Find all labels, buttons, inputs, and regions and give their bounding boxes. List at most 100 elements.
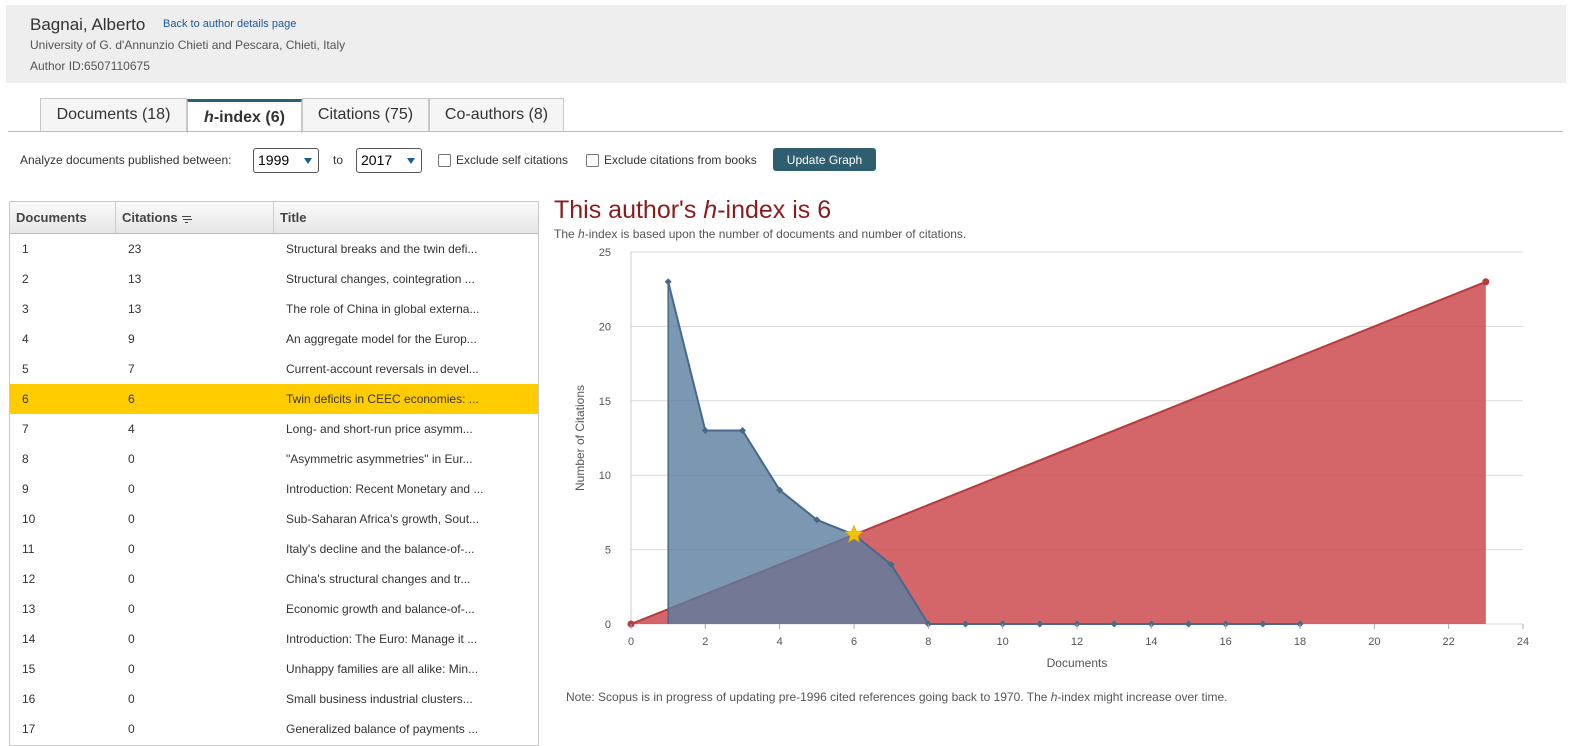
table-row[interactable]: 14 0 Introduction: The Euro: Manage it ... <box>10 624 538 654</box>
table-header: Documents Citations Title <box>10 202 538 234</box>
row-title-link[interactable]: China's structural changes and tr... <box>286 572 471 586</box>
tab-co-authors[interactable]: Co-authors (8) <box>429 98 564 131</box>
y-axis-title: Number of Citations <box>573 385 587 491</box>
table-row[interactable]: 17 0 Generalized balance of payments ... <box>10 714 538 744</box>
row-title-link[interactable]: Generalized balance of payments ... <box>286 722 479 736</box>
sort-icon <box>181 215 191 223</box>
author-affiliation: University of G. d'Annunzio Chieti and P… <box>30 38 346 52</box>
row-title-link[interactable]: Current-account reversals in devel... <box>286 362 479 376</box>
row-doc-number: 11 <box>22 542 35 556</box>
y-tick-label: 15 <box>599 396 611 408</box>
table-row[interactable]: 10 0 Sub-Saharan Africa's growth, Sout... <box>10 504 538 534</box>
table-row[interactable]: 16 0 Small business industrial clusters... <box>10 684 538 714</box>
row-doc-number: 15 <box>22 662 36 676</box>
row-citations: 0 <box>128 662 135 676</box>
note-post: -index might increase over time. <box>1057 690 1228 704</box>
chart-areas <box>630 280 1487 625</box>
col-documents[interactable]: Documents <box>10 202 116 233</box>
table-row[interactable]: 8 0 "Asymmetric asymmetries" in Eur... <box>10 444 538 474</box>
table-row[interactable]: 11 0 Italy's decline and the balance-of-..… <box>10 534 538 564</box>
row-doc-number: 1 <box>22 242 29 256</box>
y-tick-label: 5 <box>605 545 611 557</box>
row-title-link[interactable]: Introduction: Recent Monetary and ... <box>286 482 484 496</box>
row-title-link[interactable]: Italy's decline and the balance-of-... <box>286 542 475 556</box>
table-row[interactable]: 1 23 Structural breaks and the twin defi..… <box>10 234 538 264</box>
row-title-link[interactable]: Unhappy families are all alike: Min... <box>286 662 479 676</box>
citation-point <box>1036 620 1044 628</box>
author-name: Bagnai, Alberto <box>30 15 146 34</box>
row-citations: 9 <box>128 332 135 346</box>
row-citations: 0 <box>128 482 135 496</box>
to-year-select[interactable]: 2017 <box>356 148 422 173</box>
col-title[interactable]: Title <box>274 202 538 233</box>
row-title-link[interactable]: Long- and short-run price asymm... <box>286 422 473 436</box>
chart-marks <box>627 278 1490 628</box>
col-citations-label: Citations <box>122 210 178 225</box>
h-index-star-icon <box>844 524 864 543</box>
table-row[interactable]: 6 6 Twin deficits in CEEC economies: ... <box>10 384 538 414</box>
table-row[interactable]: 3 13 The role of China in global externa..… <box>10 294 538 324</box>
x-tick-label: 18 <box>1294 636 1306 648</box>
y-tick-label: 10 <box>599 470 611 482</box>
row-title-link[interactable]: An aggregate model for the Europ... <box>286 332 477 346</box>
table-row[interactable]: 12 0 China's structural changes and tr... <box>10 564 538 594</box>
row-doc-number: 5 <box>22 362 29 376</box>
exclude-books-checkbox[interactable] <box>586 154 599 167</box>
exclude-self-checkbox[interactable] <box>438 154 451 167</box>
row-title-link[interactable]: Introduction: The Euro: Manage it ... <box>286 632 478 646</box>
h-title-italic: h <box>703 196 718 224</box>
row-doc-number: 6 <box>22 392 29 406</box>
row-title-link[interactable]: "Asymmetric asymmetries" in Eur... <box>286 452 473 466</box>
row-citations: 0 <box>128 512 135 526</box>
row-doc-number: 2 <box>22 272 29 286</box>
citation-point <box>813 516 821 524</box>
row-citations: 4 <box>128 422 135 436</box>
x-tick-label: 14 <box>1145 636 1157 648</box>
tab-h-index[interactable]: h -index (6) <box>187 99 302 133</box>
row-doc-number: 14 <box>22 632 36 646</box>
author-id: Author ID:6507110675 <box>30 59 150 73</box>
citation-point <box>887 560 895 568</box>
row-citations: 6 <box>128 392 135 406</box>
row-citations: 13 <box>128 272 142 286</box>
row-title-link[interactable]: Structural changes, cointegration ... <box>286 272 475 286</box>
row-doc-number: 10 <box>22 512 36 526</box>
citation-point <box>776 486 784 494</box>
table-row[interactable]: 13 0 Economic growth and balance-of-... <box>10 594 538 624</box>
analyze-label: Analyze documents published between: <box>20 153 232 167</box>
to-label: to <box>333 153 344 167</box>
row-title-link[interactable]: Small business industrial clusters... <box>286 692 473 706</box>
from-year-select[interactable]: 1999 <box>253 148 319 173</box>
row-citations: 13 <box>128 302 142 316</box>
table-row[interactable]: 7 4 Long- and short-run price asymm... <box>10 414 538 444</box>
table-row[interactable]: 4 9 An aggregate model for the Europ... <box>10 324 538 354</box>
table-row[interactable]: 15 0 Unhappy families are all alike: Min..… <box>10 654 538 684</box>
tab-documents-label: Documents (18) <box>56 106 171 123</box>
from-year-value: 1999 <box>258 152 290 168</box>
row-title-link[interactable]: Sub-Saharan Africa's growth, Sout... <box>286 512 480 526</box>
author-header: Bagnai, Alberto Back to author details p… <box>6 5 1566 83</box>
col-documents-label: Documents <box>16 210 87 225</box>
tab-documents[interactable]: Documents (18) <box>40 98 187 131</box>
row-title-link[interactable]: The role of China in global externa... <box>286 302 480 316</box>
tab-citations[interactable]: Citations (75) <box>302 98 429 131</box>
table-row[interactable]: 9 0 Introduction: Recent Monetary and ... <box>10 474 538 504</box>
h-sub-pre: The <box>554 227 579 241</box>
row-title-link[interactable]: Structural breaks and the twin defi... <box>286 242 478 256</box>
x-tick-label: 12 <box>1071 636 1083 648</box>
tab-co-authors-label: Co-authors (8) <box>444 106 549 123</box>
h-title-pre: This author's <box>554 196 704 224</box>
col-citations[interactable]: Citations <box>116 202 274 233</box>
table-row[interactable]: 5 7 Current-account reversals in devel... <box>10 354 538 384</box>
update-graph-button[interactable]: Update Graph <box>773 148 876 171</box>
row-title-link[interactable]: Economic growth and balance-of-... <box>286 602 475 616</box>
back-to-author-link[interactable]: Back to author details page <box>163 18 297 30</box>
y-tick-label: 0 <box>605 619 611 631</box>
table-row[interactable]: 2 13 Structural changes, cointegration ... <box>10 264 538 294</box>
to-year-value: 2017 <box>361 152 393 168</box>
tab-citations-label: Citations (75) <box>317 106 414 123</box>
x-axis-title: Documents <box>1047 656 1108 670</box>
row-title-link[interactable]: Twin deficits in CEEC economies: ... <box>286 392 479 406</box>
